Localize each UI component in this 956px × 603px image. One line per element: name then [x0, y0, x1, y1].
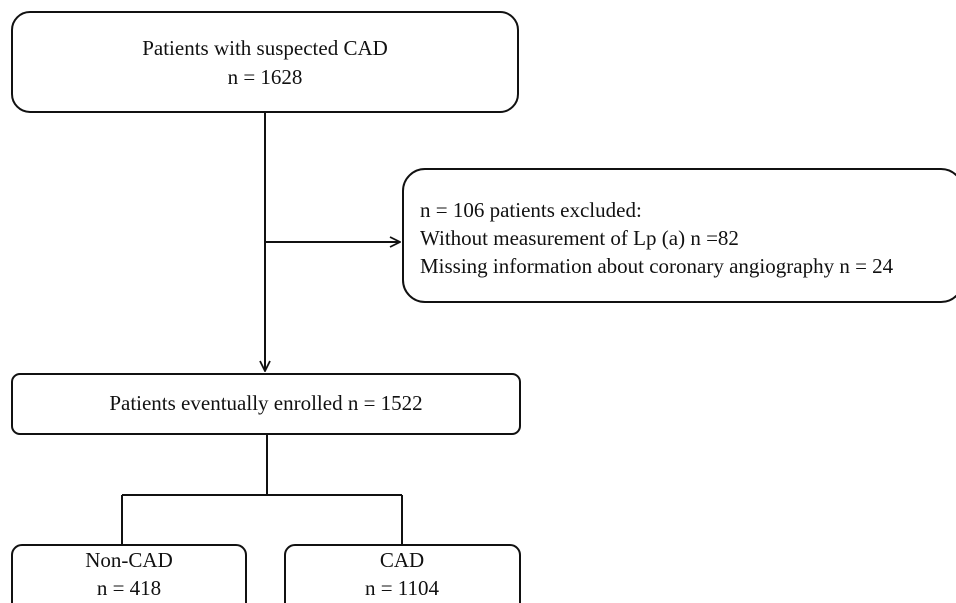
node-box	[11, 373, 521, 435]
node-text: n = 418	[97, 576, 161, 600]
node-text: n = 1628	[228, 65, 303, 89]
node-box	[11, 544, 247, 603]
node-text: Patients eventually enrolled n = 1522	[109, 391, 422, 415]
node-box	[11, 11, 519, 113]
node-box	[402, 168, 956, 303]
node-text: n = 1104	[365, 576, 440, 600]
node-text: CAD	[380, 548, 424, 572]
node-text: Patients with suspected CAD	[142, 36, 388, 60]
node-box	[284, 544, 521, 603]
node-text: Non-CAD	[85, 548, 173, 572]
node-text: Missing information about coronary angio…	[420, 254, 894, 278]
node-text: n = 106 patients excluded:	[420, 198, 642, 222]
node-text: Without measurement of Lp (a) n =82	[420, 226, 739, 250]
